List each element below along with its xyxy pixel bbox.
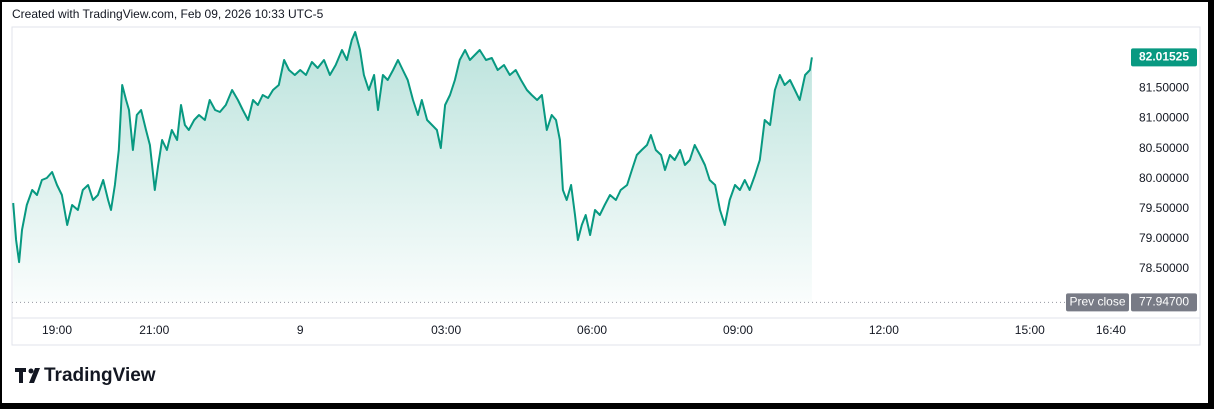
y-tick-label: 79.50000 xyxy=(1139,201,1189,215)
y-tick-label: 79.00000 xyxy=(1139,231,1189,245)
logo-icon xyxy=(15,368,40,383)
y-tick-label: 78.50000 xyxy=(1139,261,1189,275)
prev-close-name: Prev close xyxy=(1069,295,1125,309)
prev-close-name-badge xyxy=(1066,293,1129,312)
y-tick-label: 81.50000 xyxy=(1139,81,1189,95)
x-tick-label: 09:00 xyxy=(723,323,753,337)
y-tick-label: 80.50000 xyxy=(1139,141,1189,155)
prev-close-badge xyxy=(1131,293,1197,312)
area-fill xyxy=(13,32,812,302)
x-tick-label: 9 xyxy=(297,323,304,337)
x-tick-label: 03:00 xyxy=(431,323,461,337)
x-tick-label: 21:00 xyxy=(139,323,169,337)
x-tick-label: 16:40 xyxy=(1096,323,1126,337)
chart-border xyxy=(11,26,1201,346)
y-tick-label: 81.00000 xyxy=(1139,111,1189,125)
y-tick-label: 80.00000 xyxy=(1139,171,1189,185)
prev-close-label: 77.94700 xyxy=(1139,295,1189,309)
last-price-badge xyxy=(1131,48,1197,67)
last-price-label: 82.01525 xyxy=(1139,50,1189,64)
x-tick-label: 12:00 xyxy=(869,323,899,337)
x-tick-label: 19:00 xyxy=(42,323,72,337)
chart: Created with TradingView.com, Feb 09, 20… xyxy=(11,7,1201,386)
logo-text: TradingView xyxy=(44,365,156,386)
price-line xyxy=(12,31,813,264)
header: Created with TradingView.com, Feb 09, 20… xyxy=(12,7,324,21)
x-tick-label: 15:00 xyxy=(1015,323,1045,337)
x-tick-label: 06:00 xyxy=(577,323,607,337)
